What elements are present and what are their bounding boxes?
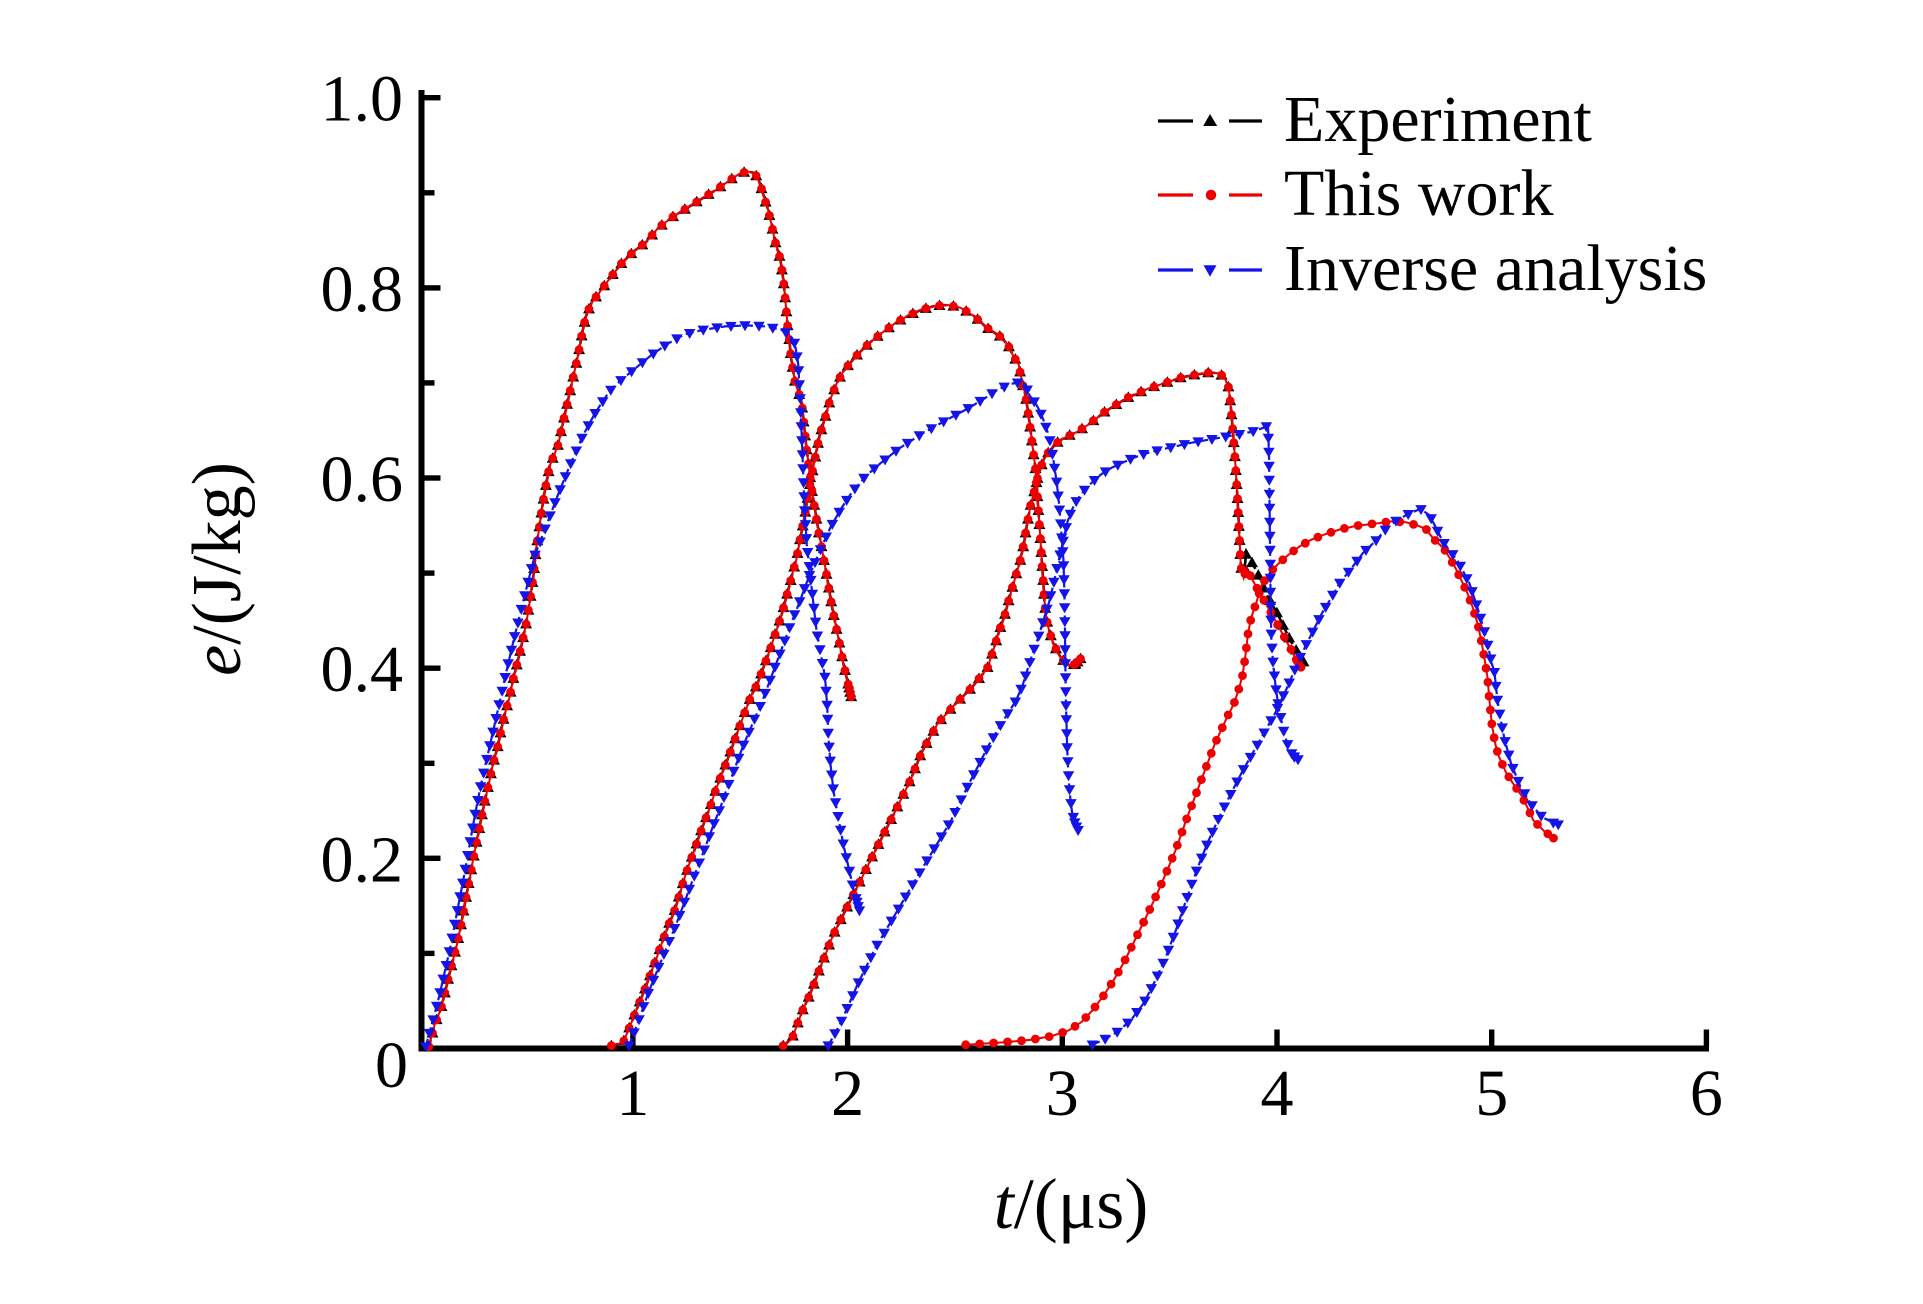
svg-text:This work: This work [1284,157,1553,230]
svg-text:0.4: 0.4 [321,633,404,706]
svg-text:Inverse analysis: Inverse analysis [1284,232,1707,305]
svg-text:t/(μs): t/(μs) [994,1164,1149,1244]
svg-text:0.8: 0.8 [321,253,404,326]
svg-text:0.2: 0.2 [321,823,404,896]
svg-text:0.6: 0.6 [321,443,404,516]
svg-text:e/(J/kg): e/(J/kg) [179,462,256,676]
svg-text:1: 1 [616,1057,649,1130]
svg-text:2: 2 [831,1057,864,1130]
svg-text:6: 6 [1690,1057,1723,1130]
svg-text:Experiment: Experiment [1284,83,1592,156]
svg-text:3: 3 [1046,1057,1079,1130]
svg-text:0: 0 [375,1029,408,1102]
svg-text:5: 5 [1475,1057,1508,1130]
svg-text:1.0: 1.0 [321,63,404,136]
svg-text:4: 4 [1261,1057,1294,1130]
